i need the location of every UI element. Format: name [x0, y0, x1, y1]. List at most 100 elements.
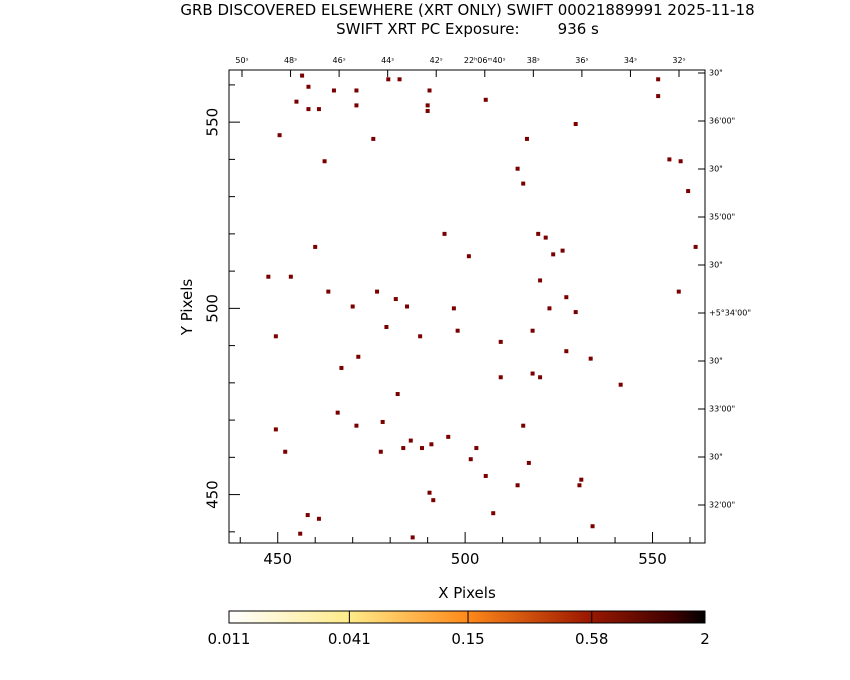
data-point	[468, 457, 473, 462]
data-point	[306, 84, 311, 89]
data-point	[560, 248, 565, 253]
data-point	[405, 304, 410, 309]
dec-tick-label: 32'00"	[709, 501, 735, 510]
data-point	[273, 427, 278, 432]
data-point	[313, 244, 318, 249]
data-point	[667, 157, 672, 162]
data-point	[474, 446, 479, 451]
data-point	[306, 107, 311, 112]
data-point	[678, 159, 683, 164]
data-point	[451, 306, 456, 311]
data-point	[547, 306, 552, 311]
axis-labels: 450 500 550 450 500 550 50ˢ 48ˢ 46ˢ 44ˢ 42ˢ 22ʰ06ᵐ4…	[204, 56, 752, 568]
colorbar-tick-label: 0.041	[328, 630, 371, 648]
ra-tick-label: 50ˢ	[235, 56, 248, 65]
data-point	[316, 107, 321, 112]
data-point	[498, 339, 503, 344]
colorbar-tick-label: 0.58	[575, 630, 608, 648]
plot-frame	[228, 69, 706, 544]
ra-tick-label: 36ˢ	[575, 56, 588, 65]
data-point	[386, 77, 391, 82]
data-point	[420, 446, 425, 451]
dec-tick-label: 30"	[709, 165, 723, 174]
data-point	[618, 382, 623, 387]
ra-tick-label: 48ˢ	[284, 56, 297, 65]
data-point	[590, 524, 595, 529]
colorbar-ticks: 0.011 0.041 0.15 0.58 2	[208, 611, 710, 648]
data-point	[393, 297, 398, 302]
data-point	[483, 97, 488, 102]
data-point	[676, 289, 681, 294]
data-point	[538, 375, 543, 380]
data-point	[530, 328, 535, 333]
data-point	[466, 254, 471, 259]
data-point	[530, 371, 535, 376]
data-point	[429, 442, 434, 447]
ra-tick-label: 46ˢ	[333, 56, 346, 65]
dec-tick-label: 30"	[709, 69, 723, 78]
data-point	[526, 460, 531, 465]
data-point	[693, 244, 698, 249]
data-point	[656, 77, 661, 82]
ra-tick-label: 32ˢ	[672, 56, 685, 65]
data-point	[521, 423, 526, 428]
data-point	[418, 334, 423, 339]
ra-tick-label: 42ˢ	[430, 56, 443, 65]
data-point	[384, 324, 389, 329]
data-point	[564, 295, 569, 300]
data-point	[378, 449, 383, 454]
data-point	[283, 449, 288, 454]
data-point	[564, 349, 569, 354]
x-tick-label: 550	[638, 550, 667, 568]
data-point	[498, 375, 503, 380]
data-point	[551, 252, 556, 257]
data-point	[536, 231, 541, 236]
x-tick-label: 450	[263, 550, 292, 568]
data-point	[298, 531, 303, 536]
dec-tick-label: 30"	[709, 453, 723, 462]
x-axis-label: X Pixels	[438, 584, 496, 602]
data-point	[305, 513, 310, 518]
data-point	[455, 328, 460, 333]
data-point	[573, 122, 578, 127]
data-point	[322, 159, 327, 164]
dec-tick-label: 30"	[709, 357, 723, 366]
data-point	[356, 354, 361, 359]
data-point	[521, 181, 526, 186]
data-point	[524, 136, 529, 141]
data-point	[326, 289, 331, 294]
ra-tick-label: 22ʰ06ᵐ40ˢ	[464, 56, 506, 65]
dec-tick-label: 35'00"	[709, 213, 735, 222]
dec-tick-label: +5°34'00"	[709, 309, 751, 318]
data-point	[397, 77, 402, 82]
data-point	[543, 235, 548, 240]
data-point	[395, 392, 400, 397]
x-tick-label: 500	[451, 550, 480, 568]
data-point	[425, 103, 430, 108]
data-point	[577, 483, 582, 488]
data-point	[354, 423, 359, 428]
y-tick-label: 550	[204, 108, 222, 137]
axis-ticks	[229, 70, 705, 543]
data-point	[354, 88, 359, 93]
data-point	[371, 136, 376, 141]
data-point	[339, 365, 344, 370]
data-point	[408, 438, 413, 443]
colorbar-tick-label: 0.15	[451, 630, 484, 648]
data-point	[354, 103, 359, 108]
data-point	[427, 88, 432, 93]
data-point	[277, 133, 282, 138]
data-point	[491, 511, 496, 516]
data-point	[266, 274, 271, 279]
data-point	[686, 189, 691, 194]
data-point	[538, 278, 543, 283]
ra-tick-label: 34ˢ	[624, 56, 637, 65]
data-point	[375, 289, 380, 294]
data-point	[350, 304, 355, 309]
ra-tick-label: 44ˢ	[381, 56, 394, 65]
dec-tick-label: 30"	[709, 261, 723, 270]
colorbar-tick-label: 0.011	[208, 630, 251, 648]
dec-tick-label: 36'00"	[709, 117, 735, 126]
data-point	[335, 410, 340, 415]
